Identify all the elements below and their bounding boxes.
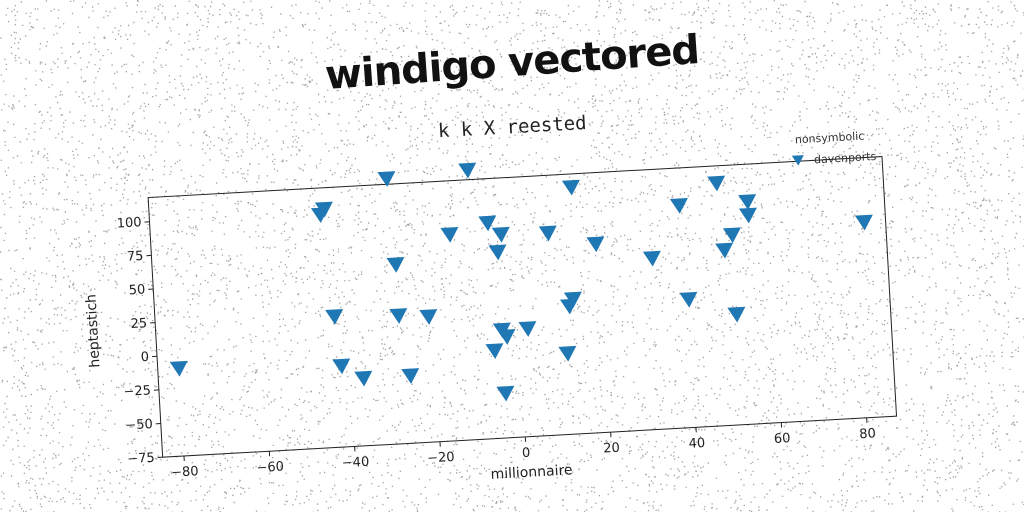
- data-point: [488, 245, 507, 261]
- data-point: [401, 368, 420, 384]
- x-tick-label: −80: [171, 464, 199, 481]
- data-point: [458, 163, 477, 179]
- data-point: [586, 236, 605, 252]
- plot-area: [148, 157, 896, 458]
- data-point: [389, 308, 408, 324]
- data-point: [723, 227, 742, 243]
- x-tick-label: 20: [603, 441, 620, 457]
- x-tick-label: −40: [341, 455, 369, 472]
- chart-title: k k X reested: [437, 112, 587, 142]
- x-tick-label: 80: [859, 426, 876, 442]
- data-point: [497, 329, 516, 345]
- data-point: [419, 309, 438, 325]
- data-point: [492, 227, 511, 243]
- scatter-chart: k k X reested −75 −50 −25 0 25 50 75 100 −80 −60…: [49, 72, 949, 501]
- data-point: [539, 226, 558, 242]
- x-tick-label: −20: [427, 450, 455, 467]
- data-point: [518, 321, 537, 337]
- data-point: [670, 198, 689, 214]
- x-tick-label: −60: [256, 459, 284, 476]
- y-tick-label: 0: [140, 350, 149, 365]
- data-point: [485, 343, 504, 359]
- legend-title: nonsymbolic: [795, 130, 865, 147]
- data-point: [496, 386, 515, 402]
- x-tick-label: 0: [522, 446, 531, 461]
- y-tick-label: −25: [123, 383, 151, 400]
- data-point: [679, 292, 698, 308]
- data-point: [643, 251, 662, 267]
- data-point: [170, 361, 189, 377]
- y-tick-label: 50: [128, 283, 145, 299]
- y-tick-label: −50: [125, 417, 153, 434]
- y-tick-label: 75: [126, 249, 143, 265]
- data-point: [325, 309, 344, 325]
- y-axis-label: heptastich: [83, 294, 103, 368]
- y-tick-label: −75: [127, 451, 155, 468]
- data-point: [727, 307, 746, 323]
- data-point: [386, 257, 405, 273]
- data-point: [354, 371, 373, 387]
- data-point: [739, 208, 758, 224]
- legend: nonsymbolic davenports: [791, 129, 877, 168]
- data-point: [558, 346, 577, 362]
- data-point: [707, 176, 726, 192]
- legend-label: davenports: [814, 150, 877, 166]
- data-point: [715, 243, 734, 259]
- data-point: [440, 227, 459, 243]
- data-point: [855, 215, 874, 231]
- y-tick-label: 100: [116, 215, 142, 231]
- y-tick-label: 25: [130, 316, 147, 332]
- x-tick-label: 40: [688, 436, 705, 452]
- chart-figure: k k X reested −75 −50 −25 0 25 50 75 100 −80 −60…: [49, 72, 949, 501]
- data-point: [562, 180, 581, 196]
- data-point: [332, 359, 351, 375]
- data-points: [160, 141, 883, 421]
- x-tick-label: 60: [774, 431, 791, 447]
